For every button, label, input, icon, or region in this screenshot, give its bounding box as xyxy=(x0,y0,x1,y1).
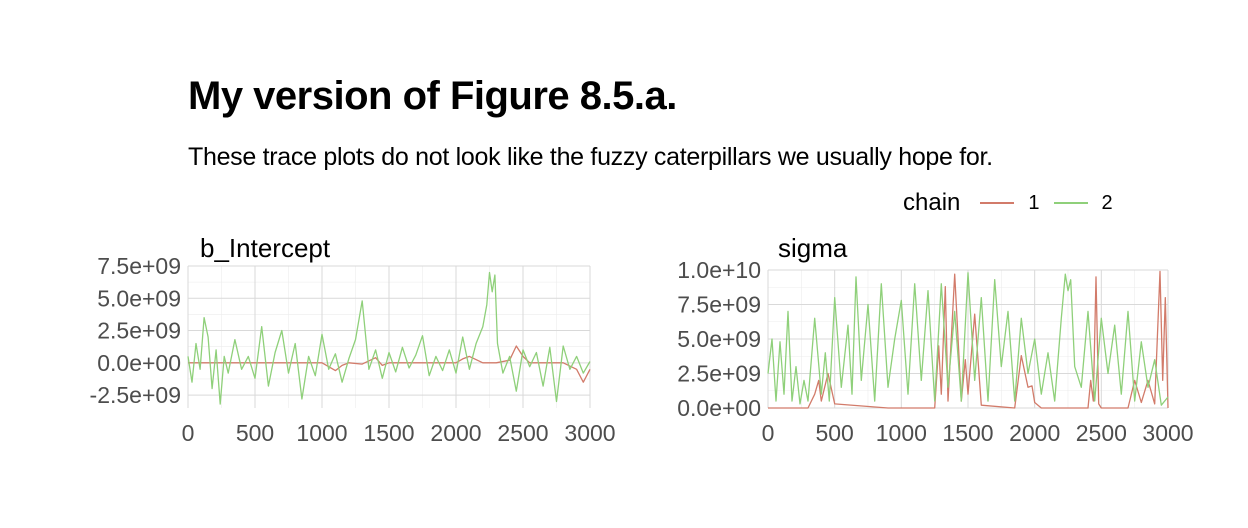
y-tick-label: 7.5e+09 xyxy=(97,253,181,279)
x-tick-label: 1500 xyxy=(942,420,993,446)
x-tick-label: 2000 xyxy=(1009,420,1060,446)
series-line-chain-1 xyxy=(188,345,591,383)
y-tick-label: 1.0e+10 xyxy=(677,257,761,283)
y-tick-label: 7.5e+09 xyxy=(677,292,761,318)
x-tick-label: 3000 xyxy=(564,420,615,446)
legend-label-chain-1: 1 xyxy=(1028,191,1040,214)
x-tick-label: 0 xyxy=(182,420,195,446)
x-tick-label: 1000 xyxy=(876,420,927,446)
legend-label-chain-2: 2 xyxy=(1101,191,1113,214)
x-tick-label: 500 xyxy=(236,420,274,446)
y-tick-label: 5.0e+09 xyxy=(677,326,761,352)
legend-title: chain xyxy=(903,189,961,216)
x-tick-label: 1000 xyxy=(296,420,347,446)
facet-0: 0 500 1000 1500 2000 2500 3000 -2.5e+09 0.0e+00 2… xyxy=(90,233,616,446)
page-title: My version of Figure 8.5.a. xyxy=(188,74,677,118)
series-line-chain-1 xyxy=(768,270,1169,409)
page-subtitle: These trace plots do not look like the f… xyxy=(188,143,993,171)
x-tick-label: 500 xyxy=(815,420,853,446)
facet-1: 0 500 1000 1500 2000 2500 3000 0.0e+00 2.5e+09 5.… xyxy=(677,233,1193,446)
series-line-chain-2 xyxy=(767,272,1169,406)
facet-title: sigma xyxy=(778,233,848,263)
y-tick-label: 5.0e+09 xyxy=(97,285,181,311)
y-tick-label: 2.5e+09 xyxy=(677,361,761,387)
x-tick-label: 2500 xyxy=(497,420,548,446)
legend-swatch-chain-2 xyxy=(1053,202,1088,204)
y-tick-label: 2.5e+09 xyxy=(97,318,181,344)
x-tick-label: 2000 xyxy=(430,420,481,446)
legend: chain 1 2 xyxy=(903,186,1127,220)
y-tick-label: 0.0e+00 xyxy=(677,395,761,421)
series-line-chain-2 xyxy=(187,271,591,405)
facet-title: b_Intercept xyxy=(200,233,331,263)
y-tick-label: -2.5e+09 xyxy=(90,382,181,408)
y-tick-label: 0.0e+00 xyxy=(97,350,181,376)
x-tick-label: 0 xyxy=(762,420,775,446)
x-tick-label: 3000 xyxy=(1142,420,1193,446)
x-tick-label: 2500 xyxy=(1076,420,1127,446)
x-tick-label: 1500 xyxy=(363,420,414,446)
legend-entry-chain-1: 1 xyxy=(980,191,1040,215)
legend-swatch-chain-1 xyxy=(980,202,1015,204)
legend-entry-chain-2: 2 xyxy=(1053,191,1113,215)
